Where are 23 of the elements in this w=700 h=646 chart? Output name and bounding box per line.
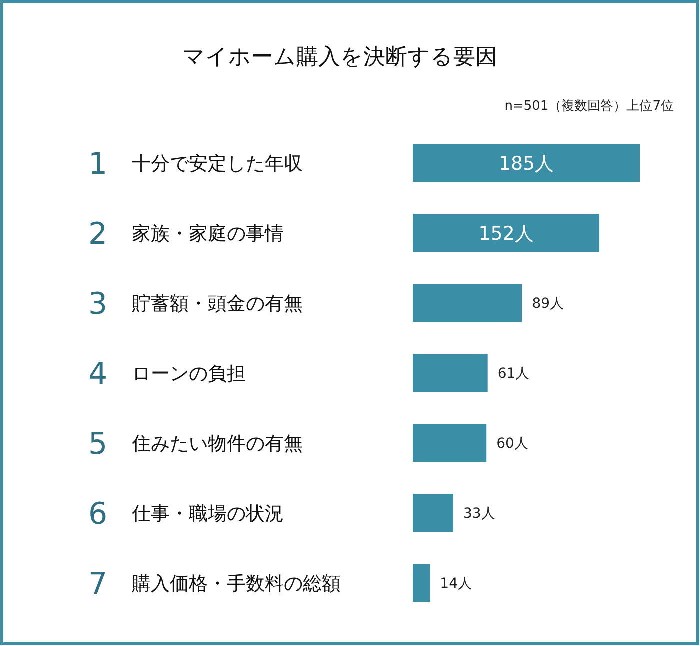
y-tick-label: 5 住みたい物件の有無 bbox=[88, 427, 303, 462]
data-label: 61人 bbox=[498, 366, 530, 382]
bar bbox=[413, 424, 487, 462]
chart-title: マイホーム購入を決断する要因 bbox=[182, 45, 498, 70]
y-tick-label: 3 貯蓄額・頭金の有無 bbox=[88, 287, 303, 322]
data-label: 14人 bbox=[440, 576, 472, 592]
data-label: 60人 bbox=[496, 436, 528, 452]
bar bbox=[413, 354, 488, 392]
bar bbox=[413, 144, 640, 182]
data-label: 89人 bbox=[532, 296, 564, 312]
y-tick-label: 6 仕事・職場の状況 bbox=[88, 497, 284, 532]
y-tick-label: 1 十分で安定した年収 bbox=[88, 147, 303, 182]
bar bbox=[413, 284, 522, 322]
bar bbox=[413, 494, 454, 532]
bar bbox=[413, 214, 600, 252]
data-label: 185人 bbox=[498, 153, 554, 175]
y-tick-label: 2 家族・家庭の事情 bbox=[88, 217, 284, 252]
data-label: 152人 bbox=[478, 223, 534, 245]
bar bbox=[413, 564, 430, 602]
y-tick-label: 7 購入価格・手数料の総額 bbox=[88, 567, 341, 602]
y-tick-label: 4 ローンの負担 bbox=[88, 357, 246, 392]
data-label: 33人 bbox=[463, 506, 496, 522]
chart-subtitle: n=501（複数回答）上位7位 bbox=[504, 99, 674, 114]
